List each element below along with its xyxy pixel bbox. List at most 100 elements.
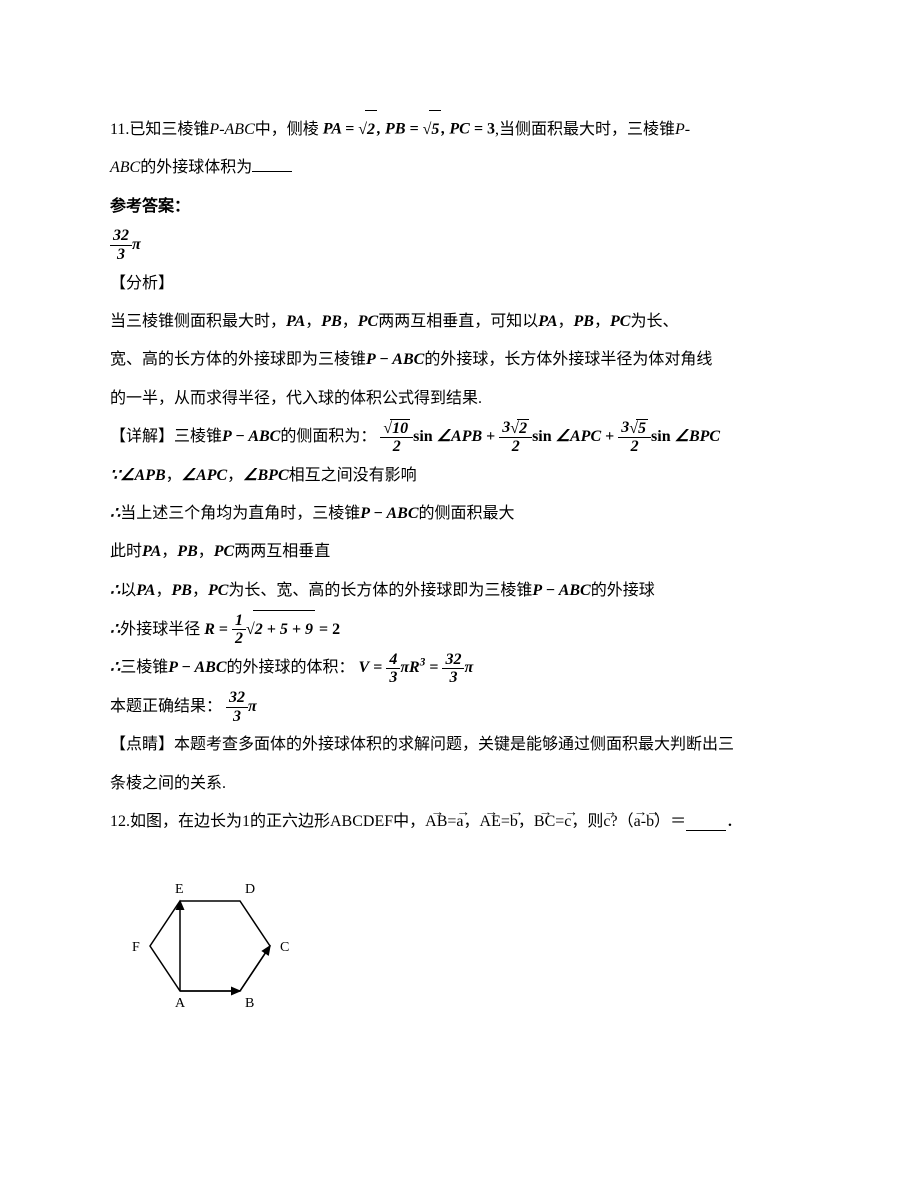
var: PA — [136, 572, 155, 610]
var: PC — [449, 120, 469, 137]
var: PB — [574, 303, 594, 341]
den: 2 — [499, 438, 532, 456]
num: 32 — [226, 689, 248, 708]
therefore-icon: ∴ — [110, 649, 120, 687]
svg-text:B: B — [245, 996, 254, 1011]
text: 两两互相垂直 — [234, 533, 330, 571]
vector-a: →a — [456, 803, 463, 841]
blank — [252, 155, 292, 172]
text: 如图，在边长为1的正六边形ABCDEF中， — [130, 803, 425, 841]
math-pa: PA = √2, PB = √5, PC = 3 — [323, 110, 495, 149]
val: 3 — [487, 120, 495, 137]
vector-b: →b — [646, 803, 654, 841]
svg-text:A: A — [175, 996, 186, 1011]
detail-l7: ∴ 三棱锥 P − ABC 的外接球的体积： V = 43 π R3 = 323… — [110, 649, 810, 687]
text: ， — [305, 303, 321, 341]
dianjing-l1: 【点睛】本题考查多面体的外接球体积的求解问题，关键是能够通过侧面积最大判断出三 — [110, 726, 810, 764]
text: ， — [342, 303, 358, 341]
pi: π — [132, 226, 141, 264]
var: P − ABC — [360, 495, 418, 533]
vector-a: →a — [634, 803, 641, 841]
svg-text:C: C — [280, 940, 289, 955]
var: R — [409, 659, 420, 676]
angle-icon: ∠ — [675, 418, 689, 456]
detail-l3: ∴ 当上述三个角均为直角时，三棱锥 P − ABC 的侧面积最大 — [110, 495, 810, 533]
text: 以 — [120, 572, 136, 610]
den: 3 — [110, 246, 132, 264]
text: 此时 — [110, 533, 142, 571]
var: PA — [323, 120, 341, 137]
dianjing-heading: 【点睛】 — [110, 736, 174, 753]
val: 2 + 5 + 9 — [253, 610, 315, 649]
therefore-icon: ∴ — [110, 611, 120, 649]
num: 32 — [110, 227, 132, 246]
num: 4 — [386, 651, 400, 670]
angle-icon: ∠ — [556, 418, 570, 456]
var: APC — [196, 457, 227, 495]
den: 3 — [386, 669, 400, 687]
svg-text:F: F — [132, 940, 140, 955]
var: R — [204, 611, 215, 649]
q12-line1: 12. 如图，在边长为1的正六边形ABCDEF中， →AB = →a ， →AE… — [110, 803, 810, 841]
therefore-icon: ∴ — [110, 495, 120, 533]
svg-text:D: D — [245, 882, 255, 897]
angle-icon: ∠ — [182, 457, 196, 495]
detail-l4: 此时 PA ， PB ， PC 两两互相垂直 — [110, 533, 810, 571]
eq: = — [447, 803, 456, 841]
vector-c: →c — [564, 803, 571, 841]
answer-heading: 参考答案： — [110, 188, 810, 226]
detail-l6: ∴ 外接球半径 R = 12 √2 + 5 + 9 = 2 — [110, 610, 810, 649]
text: ABC — [110, 159, 140, 176]
text: ， — [198, 533, 214, 571]
pi: π — [464, 649, 473, 687]
eq: = — [555, 803, 564, 841]
text: 本题考查多面体的外接球体积的求解问题，关键是能够通过侧面积最大判断出三 — [174, 736, 734, 753]
angle-icon: ∠ — [243, 457, 257, 495]
text: 本题正确结果： — [110, 688, 222, 726]
val: 3 — [621, 419, 629, 436]
var: PC — [208, 572, 228, 610]
text: 当三棱锥侧面积最大时， — [110, 303, 286, 341]
var: P − ABC — [366, 341, 424, 379]
var: PB — [385, 120, 405, 137]
text: 的侧面积最大 — [419, 495, 515, 533]
analysis-l1: 当三棱锥侧面积最大时， PA ， PB ， PC 两两互相垂直，可知以 PA ，… — [110, 303, 810, 341]
num: 1 — [232, 612, 246, 631]
text: 两两互相垂直，可知以 — [378, 303, 538, 341]
val: 2 — [365, 110, 377, 149]
analysis-l3: 的一半，从而求得半径，代入球的体积公式得到结果. — [110, 380, 810, 418]
var: PB — [171, 572, 191, 610]
svg-text:E: E — [175, 882, 184, 897]
text: 相互之间没有影响 — [289, 457, 417, 495]
text: ,当侧面积最大时，三棱锥 — [495, 111, 675, 149]
text: ． — [726, 803, 742, 841]
var: BPC — [689, 418, 720, 456]
text: 三棱锥 — [120, 649, 168, 687]
vector-ab: →AB — [425, 803, 447, 841]
detail-l8: 本题正确结果： 323 π — [110, 688, 810, 726]
sin: sin — [532, 418, 552, 456]
var: P − ABC — [222, 418, 280, 456]
vector-c: →c — [603, 803, 610, 841]
angle-icon: ∠ — [437, 418, 451, 456]
text: ， — [155, 572, 171, 610]
because-icon: ∵ — [110, 457, 120, 495]
var: PB — [321, 303, 341, 341]
text: 的外接球的体积： — [227, 649, 355, 687]
den: 3 — [226, 708, 248, 726]
text: 的外接球，长方体外接球半径为体对角线 — [424, 341, 712, 379]
text: 为长、 — [630, 303, 678, 341]
detail-heading: 【详解】 — [110, 418, 174, 456]
text: P- — [675, 111, 690, 149]
blank — [686, 814, 726, 831]
text: ， — [558, 303, 574, 341]
var: BPC — [258, 457, 289, 495]
den: 3 — [442, 669, 464, 687]
text: ， — [227, 457, 243, 495]
val: 2 — [332, 611, 340, 649]
text: 外接球半径 — [120, 611, 200, 649]
val: 5 — [636, 419, 648, 438]
var: PA — [142, 533, 161, 571]
val: 10 — [390, 419, 410, 438]
den: 2 — [618, 438, 651, 456]
